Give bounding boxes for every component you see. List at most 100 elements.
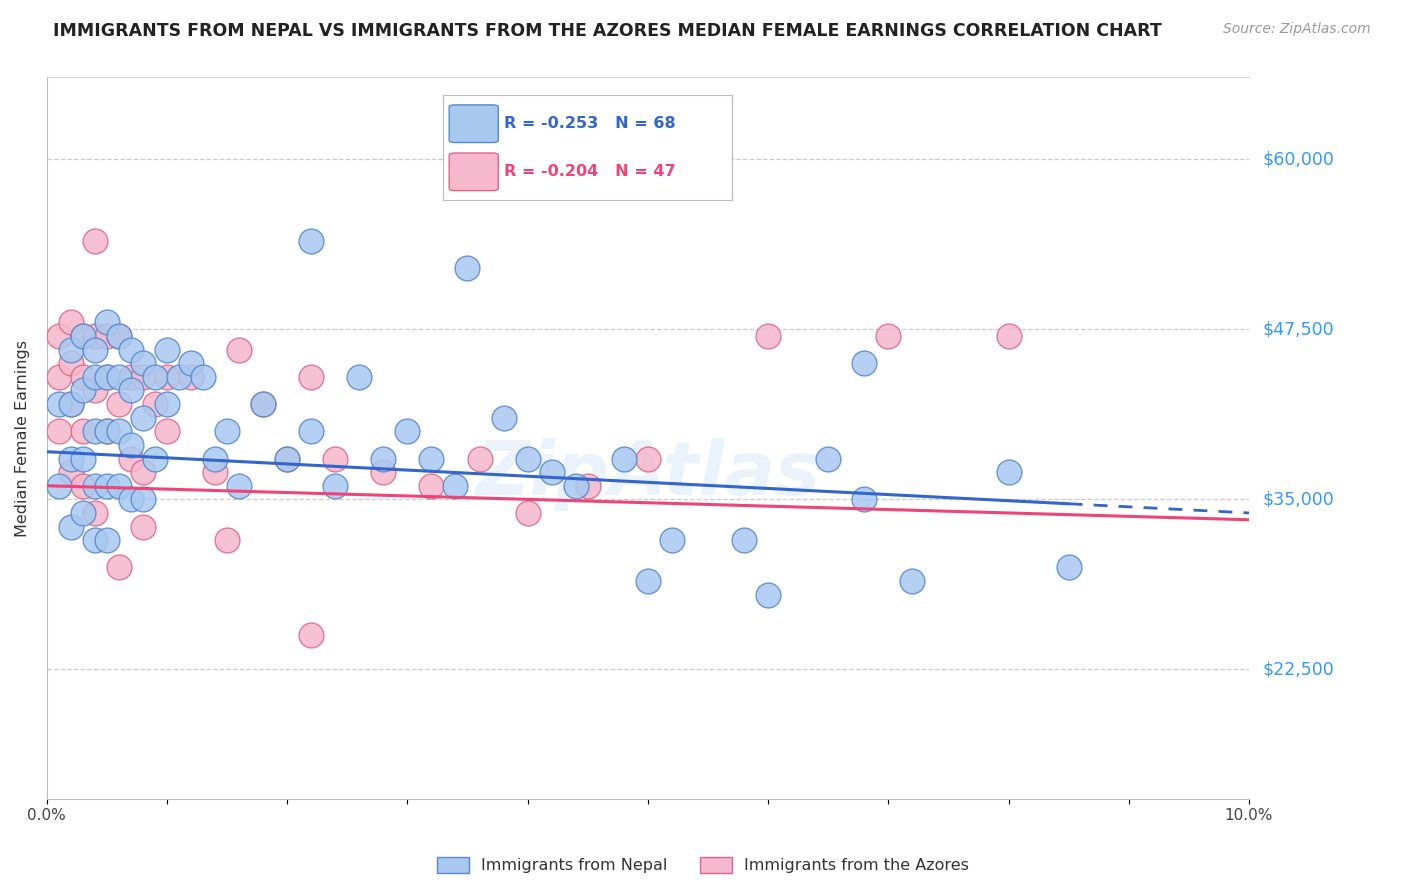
- Point: [48, 397, 70, 411]
- Point: [444, 479, 467, 493]
- Text: IMMIGRANTS FROM NEPAL VS IMMIGRANTS FROM THE AZORES MEDIAN FEMALE EARNINGS CORRE: IMMIGRANTS FROM NEPAL VS IMMIGRANTS FROM…: [53, 22, 1163, 40]
- Point: [96, 329, 118, 343]
- Point: [204, 451, 226, 466]
- Point: [396, 425, 419, 439]
- Point: [420, 479, 443, 493]
- Point: [59, 519, 82, 533]
- Point: [299, 628, 322, 642]
- Point: [204, 465, 226, 479]
- Point: [72, 369, 94, 384]
- Point: [83, 343, 105, 357]
- Point: [132, 410, 155, 425]
- Point: [96, 369, 118, 384]
- Point: [120, 343, 142, 357]
- Point: [107, 560, 129, 574]
- Point: [107, 397, 129, 411]
- Legend: Immigrants from Nepal, Immigrants from the Azores: Immigrants from Nepal, Immigrants from t…: [430, 850, 976, 880]
- Point: [492, 410, 515, 425]
- Point: [637, 574, 659, 588]
- Point: [853, 356, 876, 370]
- Point: [132, 465, 155, 479]
- Point: [83, 425, 105, 439]
- Point: [83, 329, 105, 343]
- Point: [156, 343, 179, 357]
- Point: [83, 384, 105, 398]
- Point: [120, 384, 142, 398]
- Point: [373, 465, 395, 479]
- Point: [456, 260, 478, 275]
- Point: [83, 234, 105, 248]
- Point: [107, 329, 129, 343]
- Point: [132, 492, 155, 507]
- Point: [349, 369, 371, 384]
- Point: [697, 166, 720, 180]
- Point: [72, 479, 94, 493]
- Point: [299, 234, 322, 248]
- Point: [83, 506, 105, 520]
- Point: [72, 384, 94, 398]
- Point: [215, 425, 238, 439]
- Point: [132, 519, 155, 533]
- Point: [733, 533, 755, 548]
- Point: [72, 329, 94, 343]
- Text: $35,000: $35,000: [1263, 491, 1334, 508]
- Point: [59, 356, 82, 370]
- Point: [48, 479, 70, 493]
- Point: [997, 329, 1019, 343]
- Point: [107, 329, 129, 343]
- Text: ZipAtlas: ZipAtlas: [475, 438, 820, 510]
- Point: [83, 369, 105, 384]
- Point: [252, 397, 274, 411]
- Point: [59, 397, 82, 411]
- Point: [96, 425, 118, 439]
- Point: [167, 369, 190, 384]
- Point: [252, 397, 274, 411]
- Point: [323, 479, 346, 493]
- Point: [156, 397, 179, 411]
- Point: [756, 329, 779, 343]
- Point: [59, 343, 82, 357]
- Y-axis label: Median Female Earnings: Median Female Earnings: [15, 340, 30, 537]
- Point: [72, 451, 94, 466]
- Point: [276, 451, 298, 466]
- Point: [299, 369, 322, 384]
- Point: [853, 492, 876, 507]
- Point: [107, 369, 129, 384]
- Point: [96, 533, 118, 548]
- Point: [72, 506, 94, 520]
- Text: $60,000: $60,000: [1263, 150, 1334, 168]
- Point: [877, 329, 900, 343]
- Point: [143, 451, 166, 466]
- Point: [96, 315, 118, 329]
- Point: [276, 451, 298, 466]
- Point: [107, 479, 129, 493]
- Point: [323, 451, 346, 466]
- Point: [180, 356, 202, 370]
- Point: [901, 574, 924, 588]
- Point: [540, 465, 562, 479]
- Point: [59, 315, 82, 329]
- Point: [120, 492, 142, 507]
- Point: [817, 451, 839, 466]
- Point: [637, 451, 659, 466]
- Point: [132, 369, 155, 384]
- Text: $47,500: $47,500: [1263, 320, 1334, 338]
- Point: [143, 397, 166, 411]
- Point: [373, 451, 395, 466]
- Point: [228, 479, 250, 493]
- Point: [72, 329, 94, 343]
- Point: [576, 479, 599, 493]
- Point: [107, 425, 129, 439]
- Point: [661, 533, 683, 548]
- Point: [215, 533, 238, 548]
- Point: [59, 397, 82, 411]
- Point: [120, 438, 142, 452]
- Text: $22,500: $22,500: [1263, 660, 1334, 679]
- Point: [143, 369, 166, 384]
- Text: Source: ZipAtlas.com: Source: ZipAtlas.com: [1223, 22, 1371, 37]
- Point: [299, 425, 322, 439]
- Point: [59, 465, 82, 479]
- Point: [96, 369, 118, 384]
- Point: [613, 451, 636, 466]
- Point: [180, 369, 202, 384]
